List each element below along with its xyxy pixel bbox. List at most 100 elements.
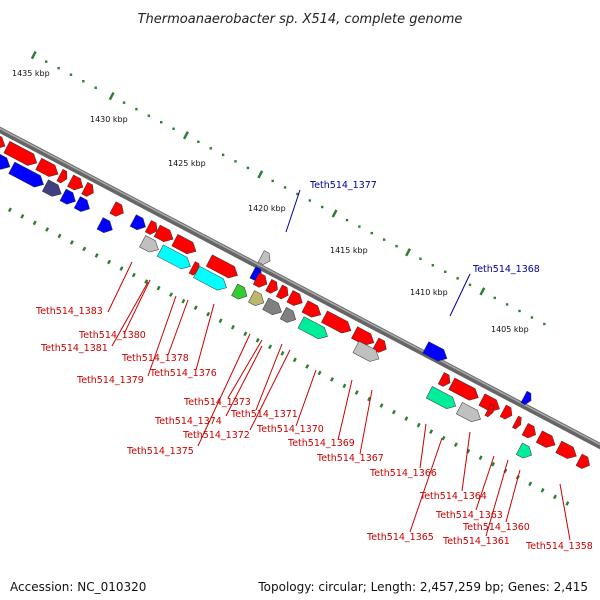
gene-arrow[interactable]	[73, 196, 92, 215]
gene-arrow[interactable]	[351, 326, 377, 349]
inner-tick	[94, 253, 99, 258]
inner-tick	[255, 337, 260, 343]
gene-arrow[interactable]	[205, 254, 240, 281]
minor-tick	[159, 121, 163, 124]
inner-tick	[69, 240, 74, 245]
gene-label[interactable]: Teth514_1365	[366, 532, 434, 543]
gene-label[interactable]: Teth514_1360	[462, 522, 530, 533]
gene-label[interactable]: Teth514_1363	[435, 510, 503, 521]
gene-arrow[interactable]	[448, 377, 482, 403]
gene-arrow[interactable]	[231, 283, 250, 302]
gene-arrow[interactable]	[0, 144, 13, 172]
gene-arrow[interactable]	[139, 235, 162, 256]
gene-arrow[interactable]	[301, 300, 324, 321]
gene-arrow[interactable]	[499, 404, 515, 421]
minor-tick	[456, 277, 459, 280]
gene-arrow[interactable]	[193, 265, 229, 293]
minor-tick	[283, 186, 287, 189]
gene-label[interactable]: Teth514_1377	[309, 180, 377, 191]
gene-arrow[interactable]	[321, 310, 354, 336]
gene-arrow[interactable]	[279, 307, 298, 325]
inner-tick	[45, 227, 50, 232]
gene-label[interactable]: Teth514_1372	[182, 430, 250, 441]
minor-tick	[543, 322, 546, 326]
gene-label[interactable]: Teth514_1364	[419, 491, 487, 502]
gene-arrow[interactable]	[555, 440, 580, 462]
gene-arrow[interactable]	[352, 340, 382, 365]
gene-arrow[interactable]	[297, 316, 331, 342]
minor-tick	[234, 160, 237, 163]
gene-label[interactable]: Teth514_1371	[230, 409, 298, 420]
gene-arrow[interactable]	[422, 341, 450, 365]
minor-tick	[69, 73, 73, 76]
inner-tick	[156, 285, 161, 291]
gene-arrow[interactable]	[512, 415, 523, 430]
gene-label[interactable]: Teth514_1383	[35, 306, 103, 317]
inner-tick	[391, 409, 396, 415]
gene-label[interactable]: Teth514_1373	[183, 397, 251, 408]
gene-arrow[interactable]	[275, 284, 291, 301]
gene-arrow[interactable]	[3, 141, 40, 168]
gene-arrow[interactable]	[109, 201, 127, 219]
gene-arrow[interactable]	[153, 224, 176, 245]
gene-label[interactable]: Teth514_1358	[525, 541, 593, 552]
gene-arrow[interactable]	[257, 250, 273, 267]
gene-arrow[interactable]	[248, 290, 266, 309]
minor-tick	[172, 127, 175, 130]
inner-tick	[565, 501, 570, 506]
gene-label[interactable]: Teth514_1368	[472, 264, 540, 275]
gene-arrow[interactable]	[437, 372, 453, 388]
gene-label[interactable]: Teth514_1361	[442, 536, 510, 547]
inner-tick	[193, 305, 198, 311]
gene-arrow[interactable]	[265, 278, 281, 295]
gene-arrow[interactable]	[67, 174, 85, 193]
gene-arrow[interactable]	[262, 297, 285, 318]
label-leader	[485, 459, 509, 537]
gene-arrow[interactable]	[520, 390, 534, 406]
minor-tick	[321, 205, 324, 209]
inner-tick	[144, 279, 149, 284]
inner-tick	[206, 311, 211, 317]
gene-arrow[interactable]	[8, 161, 47, 190]
gene-arrow[interactable]	[515, 442, 534, 461]
gene-arrow[interactable]	[455, 401, 483, 425]
gene-label[interactable]: Teth514_1376	[149, 368, 217, 379]
gene-label[interactable]: Teth514_1369	[287, 438, 355, 449]
gene-label[interactable]: Teth514_1374	[154, 416, 222, 427]
gene-label[interactable]: Teth514_1378	[121, 353, 189, 364]
gene-label[interactable]: Teth514_1367	[316, 453, 384, 464]
gene-arrow[interactable]	[0, 129, 8, 152]
gene-label[interactable]: Teth514_1381	[40, 343, 108, 354]
gene-arrow[interactable]	[59, 188, 78, 207]
gene-arrow[interactable]	[535, 430, 558, 451]
gene-arrow[interactable]	[478, 393, 503, 415]
gene-label[interactable]: Teth514_1375	[126, 446, 194, 457]
gene-arrow[interactable]	[252, 272, 270, 290]
gene-arrow[interactable]	[575, 453, 593, 471]
gene-arrow[interactable]	[129, 214, 148, 233]
minor-tick	[345, 218, 349, 222]
tick-label: 1430 kbp	[90, 115, 128, 124]
inner-tick	[119, 266, 124, 271]
gene-label[interactable]: Teth514_1380	[78, 330, 146, 341]
gene-label[interactable]: Teth514_1366	[369, 468, 437, 479]
gene-arrow[interactable]	[372, 337, 390, 355]
gene-arrow[interactable]	[521, 423, 539, 440]
gene-arrow[interactable]	[41, 179, 64, 200]
gene-arrow[interactable]	[425, 386, 459, 411]
gene-arrow[interactable]	[35, 157, 62, 180]
gene-arrow[interactable]	[56, 169, 70, 184]
gene-arrow[interactable]	[484, 403, 496, 418]
gene-arrow[interactable]	[171, 234, 199, 257]
label-leader	[505, 469, 521, 523]
gene-arrow[interactable]	[286, 290, 305, 309]
inner-tick	[441, 435, 446, 441]
gene-arrow[interactable]	[144, 220, 160, 236]
major-tick	[183, 131, 189, 140]
gene-label[interactable]: Teth514_1370	[256, 424, 324, 435]
gene-features	[0, 129, 593, 471]
gene-arrow[interactable]	[156, 244, 193, 272]
gene-label[interactable]: Teth514_1379	[76, 375, 144, 386]
gene-arrow[interactable]	[96, 217, 115, 236]
gene-arrow[interactable]	[81, 182, 97, 198]
